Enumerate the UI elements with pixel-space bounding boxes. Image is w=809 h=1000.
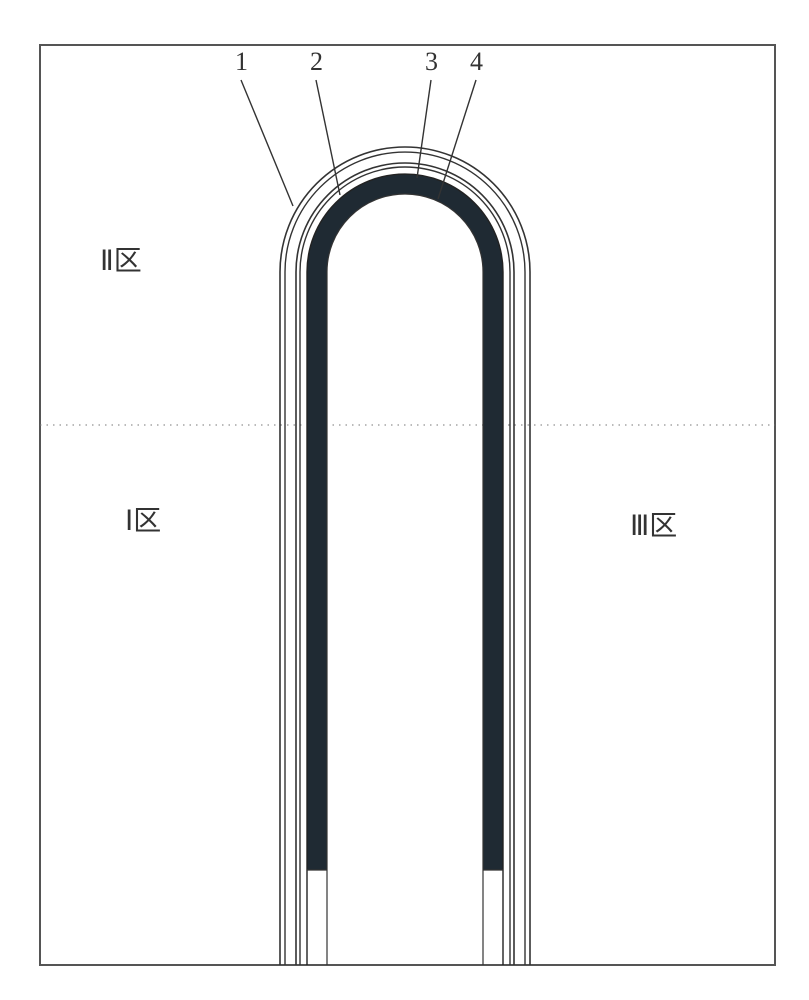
part-label-2: 2 <box>310 47 323 76</box>
zone-labels: Ⅱ区 Ⅰ区 Ⅲ区 <box>100 246 677 542</box>
leader-line-2 <box>316 80 340 195</box>
part-label-1: 1 <box>235 47 248 76</box>
part-number-labels: 1 2 3 4 <box>235 47 483 76</box>
tube-layer-2b <box>300 167 510 965</box>
tube-layer-3 <box>307 174 503 965</box>
zone-label-1: Ⅱ区 <box>100 246 142 277</box>
leader-line-1 <box>241 80 293 206</box>
tube-layer-4 <box>327 194 483 965</box>
u-tube-assembly <box>280 147 530 965</box>
tube-layer-2 <box>296 163 514 965</box>
zone-label-2: Ⅰ区 <box>125 506 161 537</box>
leader-line-3 <box>417 80 431 178</box>
zone-label-3: Ⅲ区 <box>630 511 677 542</box>
part-label-3: 3 <box>425 47 438 76</box>
part-label-4: 4 <box>470 47 483 76</box>
heating-element-band <box>307 174 503 870</box>
